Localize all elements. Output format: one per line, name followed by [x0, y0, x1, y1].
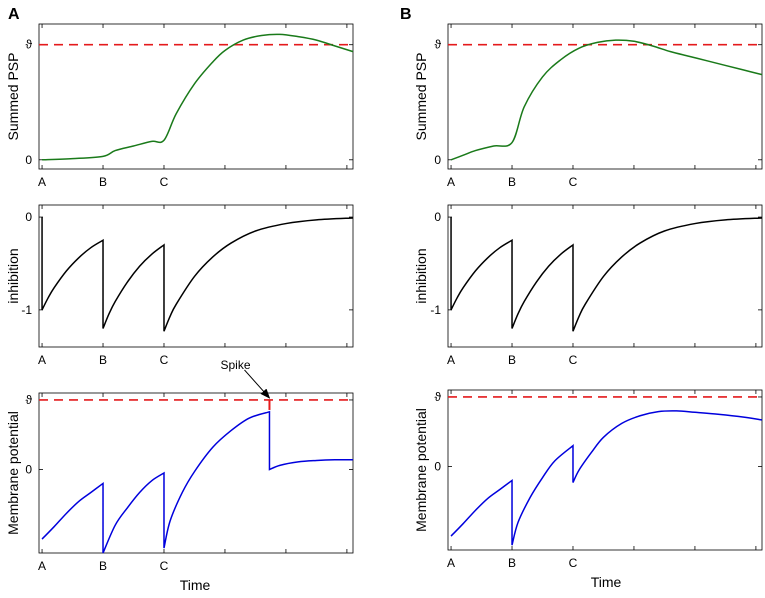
panel-a-psp-y-tick-label: ϑ	[25, 38, 32, 52]
panel-a-inhibition-series-line	[41, 217, 354, 332]
panel-a-psp-plot-frame	[38, 23, 354, 170]
panel-b-psp-y-axis-label: Summed PSP	[413, 53, 429, 141]
panel-a-psp-series-line	[42, 33, 354, 161]
panel-b-psp-x-tick-label: A	[447, 175, 455, 189]
panel-b-inhibition-x-tick-label: A	[447, 353, 455, 367]
panel-a-psp-x-tick-label: C	[160, 175, 169, 189]
panel-b-membrane-y-tick-label: 0	[434, 460, 441, 474]
panel-b-membrane-series-line	[450, 410, 763, 546]
panel-a-psp-x-tick-label: A	[38, 175, 46, 189]
panel-a-membrane-spike-arrow	[244, 369, 271, 399]
panel-b-inhibition-y-tick-label: 0	[434, 210, 441, 224]
panel-b-inhibition-series-line	[450, 217, 763, 332]
panel-b-letter: B	[400, 6, 412, 23]
panel-a-membrane-y-tick-label: 0	[25, 463, 32, 477]
panel-a-inhibition-x-tick-label: B	[99, 353, 107, 367]
panel-a-membrane-x-tick-label: C	[160, 559, 169, 573]
panel-b-psp-series-line	[450, 39, 763, 161]
panel-b-inhibition-x-tick-label: C	[569, 353, 578, 367]
panel-b-psp-x-tick-label: B	[508, 175, 516, 189]
panel-a-membrane-series-line	[41, 410, 354, 554]
panel-a-inhibition-plot-frame	[38, 204, 354, 348]
panel-b-psp-y-tick-label: ϑ	[434, 38, 441, 52]
panel-b-inhibition-y-axis-label: inhibition	[413, 248, 429, 303]
panel-a-membrane-y-tick-label: ϑ	[25, 393, 32, 407]
panel-b-psp-y-tick-label: 0	[434, 153, 441, 167]
panel-b-inhibition-plot-frame	[447, 204, 763, 348]
panel-a-membrane-x-tick-label: B	[99, 559, 107, 573]
panel-a-membrane-y-axis-label: Membrane potential	[5, 411, 21, 535]
panel-b-psp-plot-frame	[447, 23, 763, 170]
panel-a-membrane-spike-label: Spike	[220, 358, 250, 372]
panel-a-psp-y-axis-label: Summed PSP	[5, 53, 21, 141]
panel-b-membrane-x-tick-label: B	[508, 556, 516, 570]
panel-b-psp-x-tick-label: C	[569, 175, 578, 189]
panel-b-membrane-x-tick-label: A	[447, 556, 455, 570]
panel-a-inhibition-y-tick-label: 0	[25, 210, 32, 224]
panel-b-inhibition-x-tick-label: B	[508, 353, 516, 367]
panel-a-inhibition-x-tick-label: C	[160, 353, 169, 367]
panel-a-letter: A	[8, 6, 20, 23]
panel-b-inhibition-y-tick-label: -1	[430, 303, 441, 317]
panel-a-x-axis-label: Time	[180, 577, 211, 593]
panel-a-inhibition-y-axis-label: inhibition	[5, 248, 21, 303]
panel-b-membrane-y-axis-label: Membrane potential	[413, 408, 429, 532]
panel-a-inhibition-y-tick-label: -1	[21, 303, 32, 317]
panel-b-membrane-x-tick-label: C	[569, 556, 578, 570]
panel-a-membrane-x-tick-label: A	[38, 559, 46, 573]
panel-a-psp-y-tick-label: 0	[25, 153, 32, 167]
panel-b-membrane-y-tick-label: ϑ	[434, 390, 441, 404]
panel-a-psp-x-tick-label: B	[99, 175, 107, 189]
panel-a-membrane-plot-frame	[38, 392, 354, 554]
panel-b-membrane-plot-frame	[447, 389, 763, 551]
panel-a-inhibition-x-tick-label: A	[38, 353, 46, 367]
panel-b-x-axis-label: Time	[591, 574, 622, 590]
